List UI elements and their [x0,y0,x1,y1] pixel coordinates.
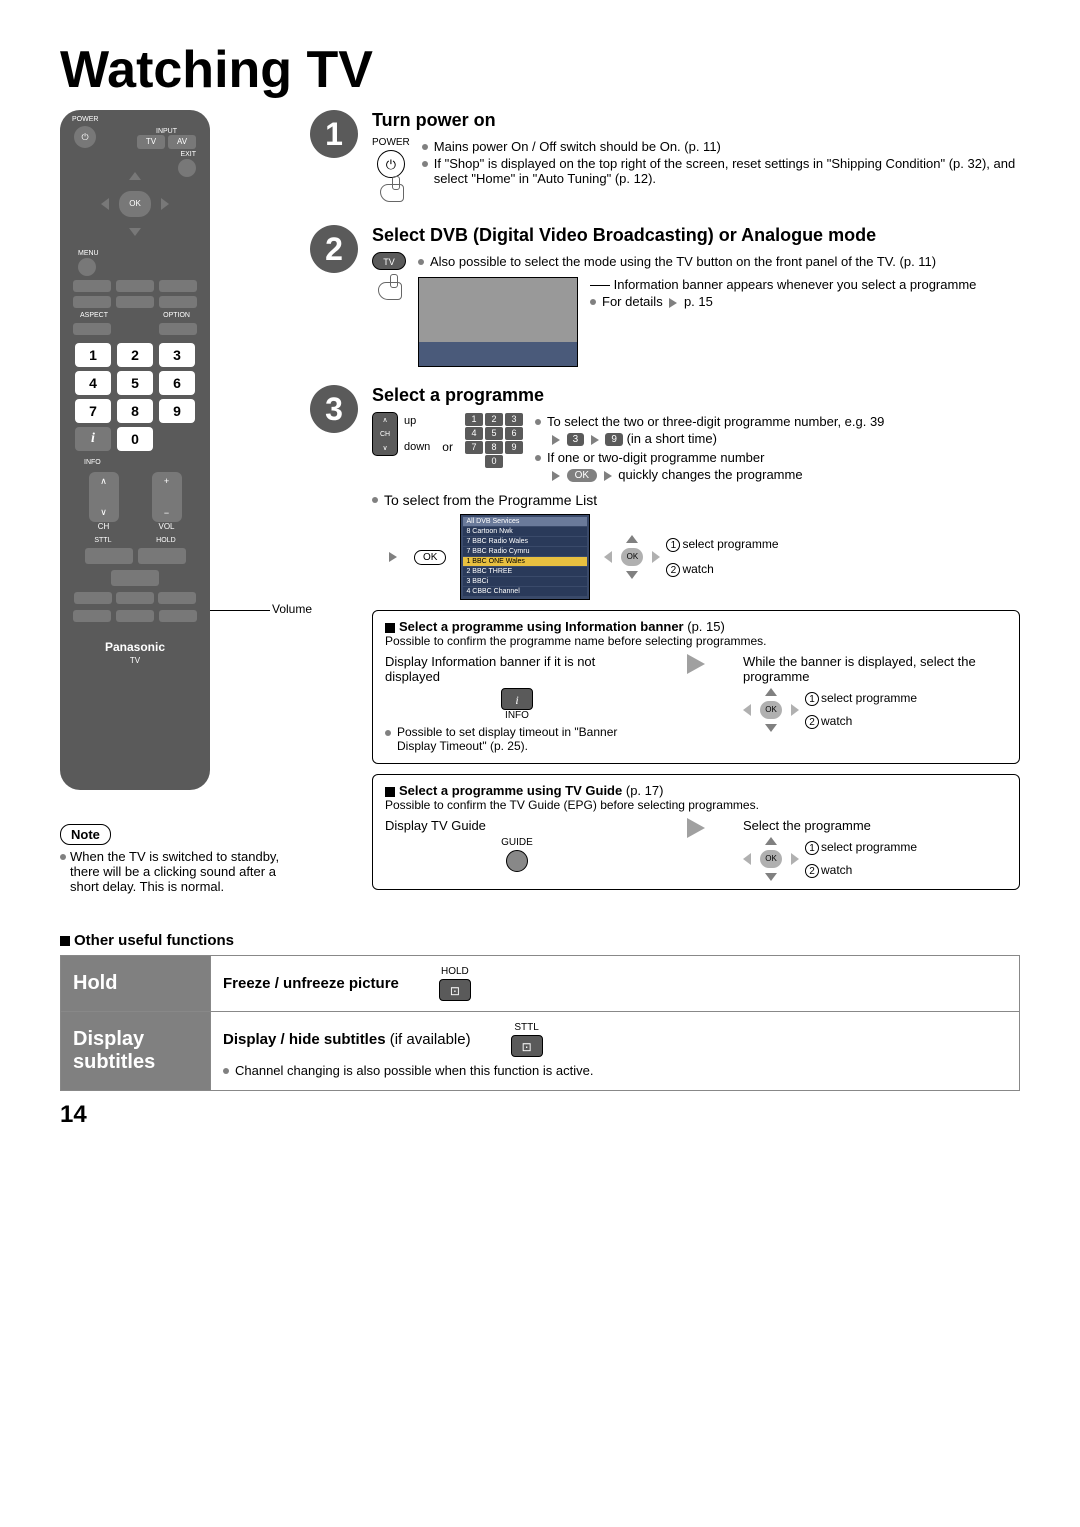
option-label: OPTION [163,312,190,319]
left-column: ⏻ POWER INPUT TV AV EXIT OK MENU [60,110,290,918]
power-button-icon: ⏻ [74,126,96,148]
aspect-label: ASPECT [80,312,108,319]
guide-button-diagram [506,850,528,872]
step-1: 1 Turn power on POWER ⏻ Mains power On /… [310,110,1020,207]
dpad-mini-diagram: OK [743,837,799,881]
tv-guide-box: Select a programme using TV Guide (p. 17… [372,774,1020,890]
av-button: AV [168,135,196,149]
step-3: 3 Select a programme ∧CH∨ updown or 123 … [310,385,1020,900]
step-2-title: Select DVB (Digital Video Broadcasting) … [372,225,1020,246]
note-body: When the TV is switched to standby, ther… [60,849,290,894]
dpad: OK [95,164,175,244]
ch-rocker-diagram: ∧CH∨ [372,412,398,456]
volume-callout: Volume [272,602,312,616]
remote-control-diagram: ⏻ POWER INPUT TV AV EXIT OK MENU [60,110,210,790]
ch-rocker: ∧∨ [89,472,119,522]
table-row: Hold Freeze / unfreeze picture HOLD ⊡ [61,956,1020,1012]
table-row: Display subtitles Display / hide subtitl… [61,1012,1020,1091]
vol-rocker: +− [152,472,182,522]
hold-button-diagram: ⊡ [439,979,471,1001]
number-keypad: 123 456 789 i0 [72,343,198,451]
info-button-diagram: i [501,688,533,710]
color-buttons [72,592,198,604]
service-list-thumb: All DVB Services 8 Cartoon Nwk 7 BBC Rad… [460,514,590,600]
sttl-button-diagram: ⊡ [511,1035,543,1057]
power-button-diagram: ⏻ [377,150,405,178]
power-label: POWER [72,116,98,123]
menu-button [78,258,96,276]
functions-table: Hold Freeze / unfreeze picture HOLD ⊡ Di… [60,955,1020,1091]
step-2-number: 2 [310,225,358,273]
dpad-mini-diagram: OK [604,535,660,579]
note-pill: Note [60,824,111,845]
step-1-title: Turn power on [372,110,1020,131]
exit-label: EXIT [137,151,196,158]
arrow-icon [687,818,705,838]
dpad-mini-diagram: OK [743,688,799,732]
ok-button-diagram: OK [414,550,446,565]
keypad-mini-diagram: 123 456 789 0 [465,412,523,469]
tv-button: TV [137,135,165,149]
page-number: 14 [60,1101,1020,1129]
tv-preview-thumb [418,277,578,367]
menu-label: MENU [78,250,99,257]
hand-icon [372,276,406,302]
step-3-number: 3 [310,385,358,433]
step-3-title: Select a programme [372,385,1020,406]
power-btn-label: POWER [372,137,410,148]
info-banner-text: Information banner appears whenever you … [614,277,977,292]
arrow-icon [687,654,705,674]
tv-button-diagram: TV [372,252,406,270]
ok-button: OK [119,191,151,217]
page-title: Watching TV [60,40,1020,100]
hold-label: Hold [61,956,211,1012]
brand-label: Panasonic [72,640,198,654]
input-label: INPUT [137,128,196,135]
step-1-number: 1 [310,110,358,158]
step-2: 2 Select DVB (Digital Video Broadcasting… [310,225,1020,367]
info-label: INFO [72,459,198,466]
subtitles-label: Display subtitles [61,1012,211,1091]
brand-sub: TV [72,656,198,665]
main-layout: ⏻ POWER INPUT TV AV EXIT OK MENU [60,110,1020,918]
exit-button [178,159,196,177]
right-column: 1 Turn power on POWER ⏻ Mains power On /… [310,110,1020,918]
other-functions-title: Other useful functions [60,932,1020,949]
info-banner-box: Select a programme using Information ban… [372,610,1020,764]
hand-icon [374,178,408,204]
